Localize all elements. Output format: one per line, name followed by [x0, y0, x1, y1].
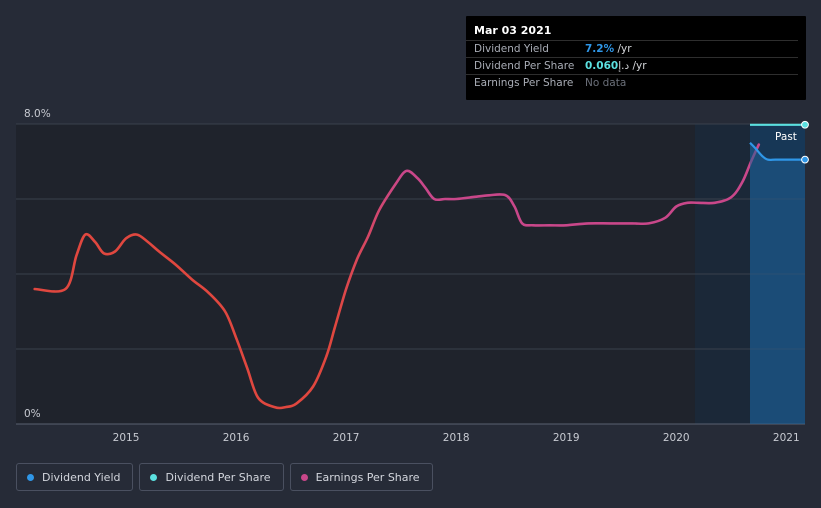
series-end-point-dividend-per-share — [801, 120, 809, 129]
y-axis: 0% 8.0% — [24, 108, 51, 420]
tooltip-value: 7.2% /yr — [585, 43, 632, 55]
series-layer — [33, 120, 809, 425]
tooltip-label: Dividend Per Share — [474, 60, 575, 72]
x-axis: 2015 2016 2017 2018 2019 2020 2021 — [113, 432, 800, 444]
tooltip-label: Dividend Yield — [474, 43, 549, 55]
tooltip-unit: د.إ /yr — [618, 60, 647, 72]
tooltip-number: No data — [585, 77, 627, 89]
tooltip-unit: /yr — [614, 43, 632, 55]
x-tick-label: 2018 — [443, 432, 470, 444]
series-end-point-dividend-yield — [801, 155, 809, 164]
tooltip: Mar 03 2021 Dividend Yield 7.2% /yr Divi… — [466, 16, 806, 100]
past-label: Past — [775, 131, 797, 143]
x-tick-label: 2021 — [773, 432, 800, 444]
legend-label: Earnings Per Share — [315, 470, 420, 484]
tooltip-row-dividend-yield: Dividend Yield 7.2% /yr — [466, 40, 798, 58]
legend-item-dividend-per-share[interactable]: Dividend Per Share — [139, 463, 284, 491]
tooltip-label: Earnings Per Share — [474, 77, 574, 89]
legend: Dividend Yield Dividend Per Share Earnin… — [16, 463, 433, 491]
legend-item-earnings-per-share[interactable]: Earnings Per Share — [289, 463, 433, 491]
x-tick-label: 2020 — [663, 432, 690, 444]
tooltip-date: Mar 03 2021 — [474, 24, 552, 37]
x-tick-label: 2017 — [333, 432, 360, 444]
series-line-dividend-yield — [749, 142, 805, 162]
legend-dot-icon — [300, 473, 308, 481]
tooltip-value: No data — [585, 77, 626, 89]
tooltip-number: 0.060 — [585, 60, 619, 72]
tooltip-row-earnings-per-share: Earnings Per Share No data — [466, 74, 798, 92]
series-area-dividend-yield — [750, 142, 805, 425]
x-tick-label: 2019 — [553, 432, 580, 444]
tooltip-row-dividend-per-share: Dividend Per Share 0.060د.إ /yr — [466, 57, 798, 75]
x-tick-label: 2016 — [223, 432, 250, 444]
x-tick-label: 2015 — [113, 432, 140, 444]
y-tick-label: 8.0% — [24, 108, 51, 120]
legend-dot-icon — [150, 473, 158, 481]
legend-item-dividend-yield[interactable]: Dividend Yield — [16, 463, 134, 491]
tooltip-value: 0.060د.إ /yr — [585, 60, 647, 72]
gridlines — [16, 123, 805, 425]
legend-label: Dividend Per Share — [165, 470, 271, 484]
y-tick-label: 0% — [24, 408, 41, 420]
legend-dot-icon — [27, 473, 34, 481]
series-line-earnings-per-share — [33, 143, 761, 410]
legend-label: Dividend Yield — [42, 470, 121, 484]
tooltip-number: 7.2% — [585, 43, 615, 55]
